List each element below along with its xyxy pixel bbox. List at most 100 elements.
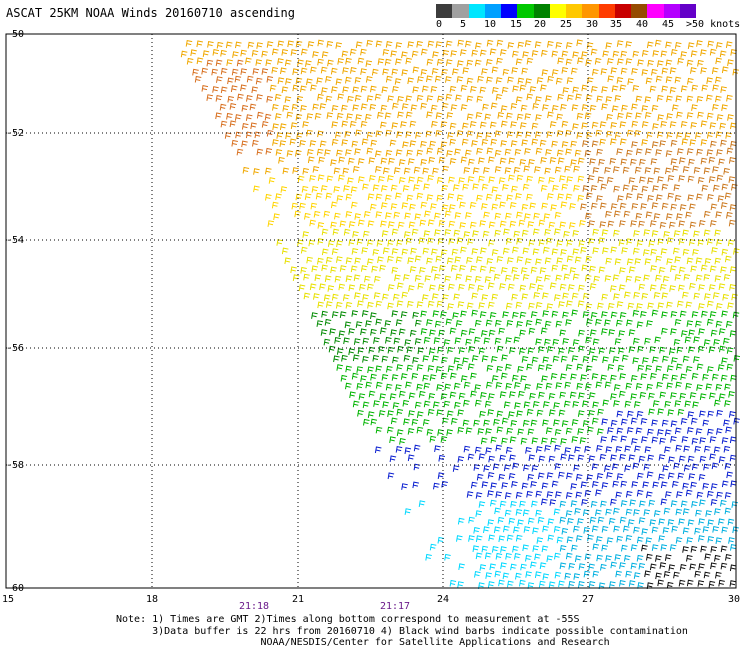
wind-barb xyxy=(519,284,527,292)
wind-barb xyxy=(292,274,300,281)
wind-barb xyxy=(477,285,484,292)
wind-barb xyxy=(449,579,457,587)
wind-barb xyxy=(434,273,441,281)
wind-barb xyxy=(626,129,634,137)
wind-barb xyxy=(714,257,722,265)
wind-barb xyxy=(535,258,542,266)
wind-barb xyxy=(483,526,490,533)
wind-barb xyxy=(387,255,394,263)
wind-barb xyxy=(627,302,635,310)
wind-barb xyxy=(410,247,417,255)
wind-barb xyxy=(585,94,593,102)
wind-barb xyxy=(697,580,705,587)
wind-barb xyxy=(377,256,384,264)
wind-barb xyxy=(646,582,654,589)
wind-barb xyxy=(479,311,487,318)
wind-barb xyxy=(246,75,254,83)
wind-barb xyxy=(547,534,555,542)
wind-barb xyxy=(618,239,626,246)
wind-barb xyxy=(456,130,464,137)
wind-barb xyxy=(367,258,374,266)
wind-barb xyxy=(310,66,317,74)
wind-barb xyxy=(317,174,325,182)
wind-barb xyxy=(421,48,428,56)
wind-barb xyxy=(650,220,657,227)
wind-barb xyxy=(646,383,653,391)
wind-barb xyxy=(543,246,550,254)
wind-barb xyxy=(351,201,358,209)
wind-barb xyxy=(252,68,260,75)
wind-barb xyxy=(624,291,631,299)
wind-barb xyxy=(345,149,352,156)
wind-barb xyxy=(607,364,615,371)
wind-barb xyxy=(321,310,328,318)
wind-barb xyxy=(468,283,475,291)
wind-barb xyxy=(689,139,697,146)
wind-barb xyxy=(670,139,678,147)
wind-barb xyxy=(227,77,234,85)
wind-barb xyxy=(634,276,642,283)
wind-barb xyxy=(700,49,707,56)
wind-barb xyxy=(591,202,598,210)
wind-barb xyxy=(527,428,535,436)
wind-barb xyxy=(409,120,417,128)
wind-barb xyxy=(649,563,657,571)
footnote-line: 3)Data buffer is 22 hrs from 20160710 4)… xyxy=(116,625,688,637)
wind-barb xyxy=(629,499,637,507)
wind-barb xyxy=(290,49,298,56)
wind-barb xyxy=(539,267,547,274)
wind-barb xyxy=(578,345,585,353)
wind-barb xyxy=(540,184,548,192)
wind-barb xyxy=(499,391,507,398)
wind-barb xyxy=(621,247,628,254)
wind-barb xyxy=(632,309,640,317)
wind-barb xyxy=(645,77,653,85)
wind-barb xyxy=(648,408,655,416)
wind-barb xyxy=(518,219,526,227)
wind-barb xyxy=(544,274,551,282)
wind-barb xyxy=(525,571,532,578)
wind-barb xyxy=(684,400,692,408)
wind-barb xyxy=(465,212,472,219)
wind-barb xyxy=(428,393,436,400)
wind-barb xyxy=(625,275,633,283)
wind-barb xyxy=(641,50,649,57)
wind-barb xyxy=(481,294,489,301)
wind-barb xyxy=(491,249,499,256)
wind-barb xyxy=(443,339,451,346)
wind-barb xyxy=(692,401,699,409)
wind-barb xyxy=(610,393,617,400)
wind-barb xyxy=(306,113,314,120)
wind-barb xyxy=(275,149,283,156)
wind-barb xyxy=(631,120,639,128)
wind-barb xyxy=(234,114,242,121)
wind-barb xyxy=(710,546,717,553)
wind-barb xyxy=(515,301,523,309)
wind-barb xyxy=(600,374,607,382)
wind-barb xyxy=(511,185,518,193)
wind-barb xyxy=(576,132,583,139)
wind-barb xyxy=(396,364,403,371)
wind-barb xyxy=(335,78,343,86)
wind-barb xyxy=(466,59,474,67)
wind-barb xyxy=(607,302,615,310)
wind-barb xyxy=(252,139,259,147)
wind-barb xyxy=(391,310,399,317)
wind-barb xyxy=(544,228,551,236)
wind-barb xyxy=(314,112,322,120)
wind-barb xyxy=(317,257,324,265)
wind-barb xyxy=(672,165,679,173)
wind-barb xyxy=(505,337,512,344)
wind-barb xyxy=(725,554,732,561)
wind-barb xyxy=(501,417,509,425)
wind-barb xyxy=(486,364,494,372)
wind-barb xyxy=(632,85,640,92)
wind-barb xyxy=(526,193,533,201)
wind-barb xyxy=(350,67,357,74)
wind-barb xyxy=(572,230,579,237)
wind-barb xyxy=(371,265,378,273)
wind-barb xyxy=(700,545,707,553)
wind-barb xyxy=(488,534,495,542)
wind-barb xyxy=(687,194,694,202)
wind-barb xyxy=(706,318,714,326)
